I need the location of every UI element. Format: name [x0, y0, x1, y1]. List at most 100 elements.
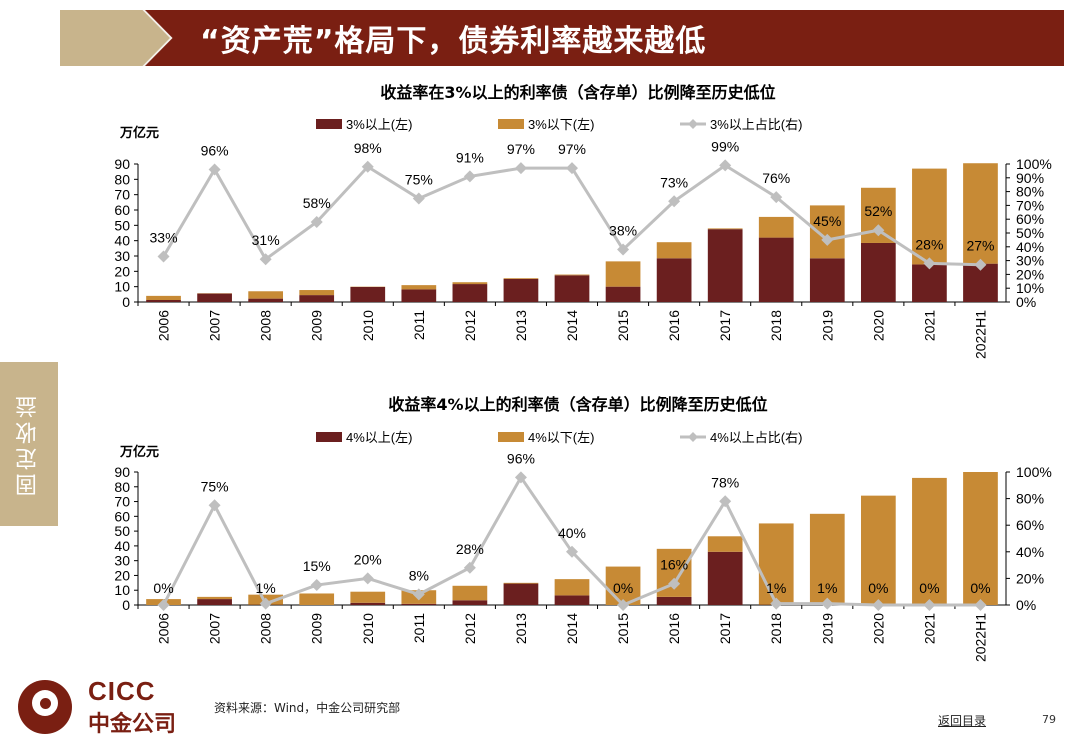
chart-1-data-label: 33%: [150, 229, 178, 245]
chart-2-bar-below: [554, 579, 590, 596]
chart-2-x-tick-label: 2012: [462, 613, 478, 644]
chart-2-y2-tick-label: 60%: [1016, 517, 1044, 533]
chart-1-share-point: [514, 162, 527, 175]
chart-1-y-tick-label: 10: [114, 279, 130, 295]
side-tab[interactable]: 固定收益: [0, 362, 58, 526]
chart-2-share-point: [259, 597, 272, 610]
chart-1-bar-above: [503, 279, 539, 302]
chart-1-bar-above: [452, 284, 488, 302]
chart-1-y-tick-label: 50: [114, 217, 130, 233]
source-note: 资料来源：Wind，中金公司研究部: [214, 701, 401, 715]
chart-1-data-label: 99%: [711, 138, 739, 154]
chart-1-share-point: [617, 243, 630, 256]
chart-2-bar-above: [707, 551, 743, 605]
chart-1-bar-above: [248, 298, 284, 302]
chart-1-data-label: 97%: [558, 141, 586, 157]
chart-1-y2-tick-label: 90%: [1016, 170, 1044, 186]
chart-2-y2-tick-label: 20%: [1016, 570, 1044, 586]
chart-1-bar-below: [401, 285, 437, 290]
chart-1-bar-below: [605, 261, 641, 287]
chart-2-bar-above: [350, 602, 386, 605]
chart-2-data-label: 75%: [201, 478, 229, 494]
chart-1-share-point: [412, 192, 425, 205]
chart-1-bar-below: [912, 168, 947, 265]
chart-2-data-label: 0%: [868, 580, 888, 596]
chart-1-data-label: 45%: [813, 213, 841, 229]
chart-1-y-tick-label: 70: [114, 187, 130, 203]
chart-1-x-tick-label: 2007: [207, 310, 223, 341]
chart-1-share-point: [208, 163, 221, 176]
chart-2-bar-below: [197, 596, 232, 600]
chart-1-title: 收益率在3%以上的利率债（含存单）比例降至历史低位: [380, 83, 775, 102]
chart-1-share-point: [923, 257, 936, 270]
chart-2-y-tick-label: 10: [114, 582, 130, 598]
chart-1-data-label: 97%: [507, 141, 535, 157]
chart-1-bar-above: [554, 275, 590, 302]
page-number: 79: [1042, 713, 1056, 726]
chart-1-y-tick-label: 40: [114, 233, 130, 249]
chart-1-data-label: 52%: [864, 203, 892, 219]
chart-1-bar-below: [248, 291, 284, 299]
chart-1-share-point: [259, 253, 272, 266]
chart-1-y2-tick-label: 0%: [1016, 294, 1036, 310]
chart-1-x-tick-label: 2016: [666, 310, 682, 341]
chart-1-y2-tick-label: 70%: [1016, 197, 1044, 213]
chart-1-bar-below: [503, 278, 539, 279]
back-to-contents-link[interactable]: 返回目录: [938, 714, 987, 728]
chart-1-x-tick-label: 2015: [615, 310, 631, 341]
chart-2-y-tick-label: 0: [122, 597, 130, 613]
chart-2-bar-below: [707, 536, 743, 552]
chart-1-y2-tick-label: 80%: [1016, 184, 1044, 200]
chart-2-x-tick-label: 2015: [615, 613, 631, 644]
chart-1-bar-below: [707, 228, 743, 230]
chart-2-y-tick-label: 90: [114, 464, 130, 480]
chart-1-y-tick-label: 60: [114, 202, 130, 218]
logo-text-cn: 中金公司: [88, 712, 177, 737]
chart-2-data-label: 1%: [817, 580, 837, 596]
chart-1-y2-tick-label: 40%: [1016, 239, 1044, 255]
chart-1-bar-above: [912, 264, 947, 302]
chart-1-share-point: [668, 195, 681, 208]
chart-1-share-point: [566, 162, 578, 175]
chart-1-bar-above: [401, 289, 437, 302]
chart-2-bar-above: [503, 583, 539, 605]
chart-2-bar-below: [963, 472, 998, 605]
chart-1-y2-tick-label: 100%: [1016, 156, 1052, 172]
chart-1-bar-below: [452, 282, 488, 285]
chart-1-y2-tick-label: 30%: [1016, 253, 1044, 269]
chart-1-data-label: 96%: [201, 143, 229, 159]
chart-2-bar-below: [758, 523, 794, 605]
chart-2-y-tick-label: 80: [114, 479, 130, 495]
chart-2-share-point: [872, 599, 885, 611]
chart-1-bar-above: [809, 258, 845, 302]
chart-1-y2-tick-label: 50%: [1016, 225, 1044, 241]
chart-1-bar-below: [146, 295, 181, 301]
chart-2-share-point: [208, 499, 221, 512]
chart-2-data-label: 15%: [303, 558, 331, 574]
chart-1-share-point: [821, 233, 834, 246]
chart-2-x-tick-label: 2013: [513, 613, 529, 644]
chart-2-x-tick-label: 2007: [207, 613, 223, 644]
chart-1-x-tick-label: 2019: [819, 310, 835, 341]
chart-2-share-point: [412, 588, 425, 601]
chart-2-legend-marker: [688, 432, 698, 442]
cicc-logo: CICC 中金公司: [18, 676, 194, 737]
chart-2-data-label: 0%: [970, 580, 990, 596]
chart-1-bar-above: [605, 286, 641, 302]
chart-2-legend-swatch-2: [498, 432, 524, 442]
chart-2-share-point: [361, 572, 374, 585]
chart-1-x-tick-label: 2006: [156, 310, 172, 341]
chart-1-x-tick-label: 2020: [870, 310, 886, 341]
chart-1-share-point: [310, 215, 323, 228]
chart-1-bar-above: [758, 237, 794, 302]
chart-1-data-label: 76%: [762, 170, 790, 186]
chart-2-x-tick-label: 2010: [360, 613, 376, 644]
chart-1-legend-label-3: 3%以上占比(右): [710, 117, 802, 132]
chart-2-y-tick-label: 60: [114, 508, 130, 524]
chart-1-y2-tick-label: 10%: [1016, 280, 1044, 296]
chart-1-x-tick-label: 2022H1: [972, 310, 988, 359]
chart-1-y2-tick-label: 20%: [1016, 266, 1044, 282]
chart-1-bar-above: [146, 300, 181, 302]
chart-2-y-tick-label: 40: [114, 538, 130, 554]
chart-2-y2-tick-label: 0%: [1016, 597, 1036, 613]
